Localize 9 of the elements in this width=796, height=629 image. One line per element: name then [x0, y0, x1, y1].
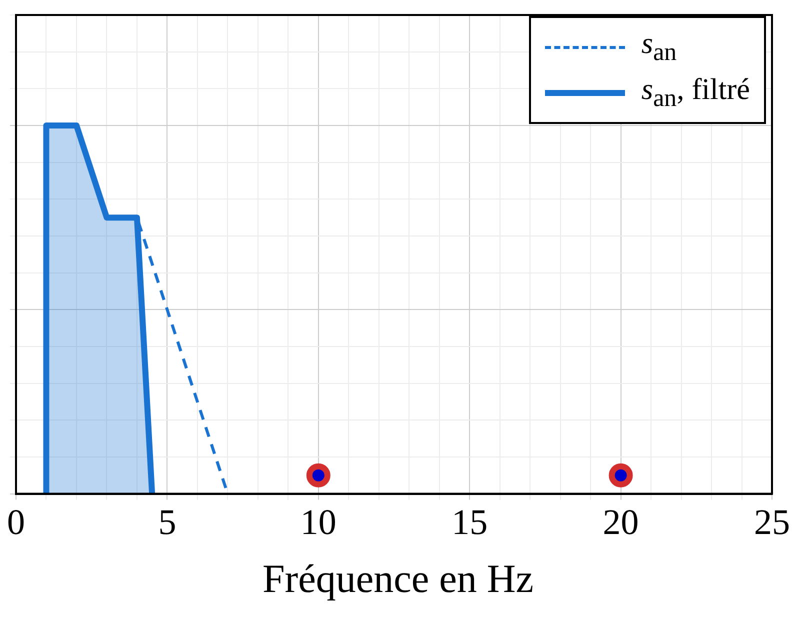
legend-label: s$_{an}$ — [641, 27, 677, 66]
x-axis-title: Fréquence en Hz — [262, 555, 534, 602]
x-tick-label: 0 — [7, 502, 25, 542]
x-tick-label: 20 — [602, 502, 639, 542]
x-tick-label: 5 — [158, 502, 176, 542]
x-tick-label: 10 — [300, 502, 336, 542]
x-tick-label: 15 — [452, 502, 488, 542]
x-tick-label: 25 — [754, 502, 790, 542]
legend-label: s$_{an}$, filtré — [641, 73, 750, 113]
